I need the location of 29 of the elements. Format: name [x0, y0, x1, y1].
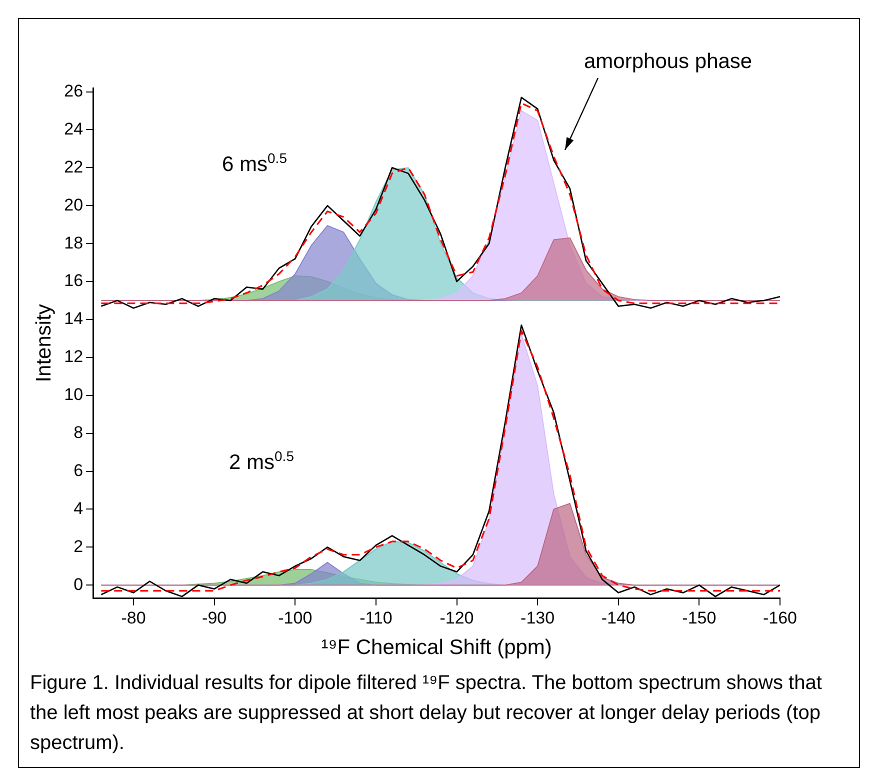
x-tick-label: -130 — [520, 608, 555, 628]
x-tick-label: -90 — [202, 608, 227, 628]
text: amorphous phase — [584, 50, 752, 74]
y-tick-label: 20 — [64, 195, 84, 214]
y-tick-label: 26 — [64, 81, 84, 100]
x-tick-label: -160 — [762, 608, 798, 628]
annotation: 6 ms$^{0.5}$ — [222, 150, 287, 177]
y-tick-label: 22 — [64, 157, 84, 176]
y-tick-label: 2 — [74, 536, 84, 556]
y-axis-title: Intensity — [32, 304, 56, 382]
y-tick-label: 18 — [64, 233, 84, 252]
y-tick-label: 8 — [74, 423, 84, 442]
x-axis-title: ¹⁹F Chemical Shift (ppm) — [321, 636, 552, 660]
x-tick-label: -100 — [278, 608, 312, 628]
y-tick-label: 14 — [64, 309, 84, 328]
y-tick-label: 12 — [64, 347, 84, 366]
x-tick-label: -80 — [121, 608, 146, 628]
y-tick-label: 16 — [64, 271, 84, 290]
x-tick-label: -150 — [682, 608, 716, 628]
y-tick-label: 4 — [74, 498, 84, 518]
annotation: 2 ms$^{0.5}$ — [229, 448, 294, 475]
y-tick-label: 24 — [64, 119, 84, 138]
y-tick-label: 10 — [64, 385, 84, 404]
caption: Figure 1. Individual results for dipole filtered ¹⁹F spectra. The bottom spectrum shows that the left most peaks are suppressed at short delay but recover at longer delay periods (top spectrum). — [30, 671, 823, 756]
x-tick-label: -120 — [440, 608, 474, 628]
x-tick-label: -140 — [601, 608, 636, 628]
y-tick-label: 6 — [74, 460, 84, 480]
x-tick-label: -110 — [360, 608, 392, 628]
y-tick-label: 0 — [74, 574, 84, 594]
